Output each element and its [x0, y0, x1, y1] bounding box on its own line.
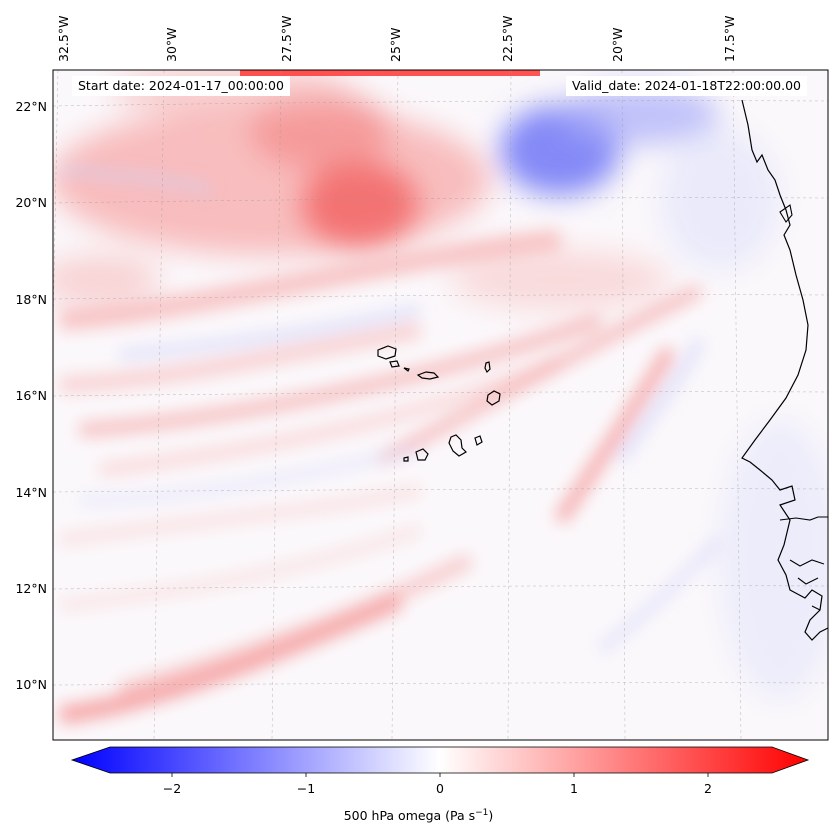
valid-date-label: Valid_date: 2024-01-18T22:00:00.00	[565, 76, 807, 96]
colorbar-tick-label: −2	[163, 781, 181, 796]
island-sal	[484, 361, 491, 374]
gridlines	[53, 70, 828, 740]
colorbar-label: 500 hPa omega (Pa s−1)	[0, 808, 837, 823]
map-frame	[52, 69, 829, 741]
start-date-label: Start date: 2024-01-17_00:00:00	[72, 76, 290, 96]
omega-field	[53, 70, 828, 700]
lat-tick-label: 12°N	[15, 581, 47, 596]
lat-tick-label: 14°N	[15, 485, 47, 500]
colorbar-label-exponent: −1	[475, 808, 489, 818]
lon-tick-label: 17.5°W	[722, 16, 737, 62]
lon-tick-label: 20°W	[610, 27, 625, 62]
island-santiago	[448, 434, 467, 457]
colorbar-tick-label: 1	[570, 781, 578, 796]
map-panel	[53, 70, 828, 740]
lat-tick-label: 16°N	[15, 388, 47, 403]
island-boa-vista	[486, 390, 501, 406]
lon-tick-label: 25°W	[388, 27, 403, 62]
lat-tick-label: 18°N	[15, 292, 47, 307]
lat-tick-label: 20°N	[15, 195, 47, 210]
colorbar-label-text: 500 hPa omega (Pa s	[343, 808, 476, 824]
lon-tick-labels: 32.5°W 30°W 27.5°W 25°W 22.5°W 20°W 17.5…	[56, 16, 737, 62]
island-maio	[474, 435, 483, 446]
lon-tick-label: 22.5°W	[500, 16, 515, 62]
island-santo-antao	[377, 345, 397, 360]
island-santa-luzia	[403, 367, 410, 372]
colorbar-label-suffix: )	[488, 808, 494, 824]
island-sao-vicente	[389, 360, 400, 368]
lat-tick-label: 10°N	[15, 677, 47, 692]
africa-coastline	[741, 99, 828, 641]
lon-tick-label: 27.5°W	[279, 16, 294, 62]
island-sao-nicolau	[416, 371, 440, 380]
colorbar-ticks	[171, 773, 709, 777]
colorbar: −2 −1 0 1 2	[70, 746, 810, 796]
lat-tick-label: 22°N	[15, 99, 47, 114]
colorbar-body	[70, 746, 810, 774]
colorbar-tick-label: −1	[297, 781, 315, 796]
island-fogo	[415, 448, 429, 461]
island-brava	[403, 456, 409, 462]
cape-verde-islands	[377, 345, 501, 462]
top-edge-band	[240, 70, 540, 76]
lon-tick-label: 32.5°W	[56, 16, 71, 62]
lat-tick-labels: 22°N 20°N 18°N 16°N 14°N 12°N 10°N	[15, 99, 47, 692]
africa-coast-detail	[779, 204, 828, 611]
lon-tick-label: 30°W	[164, 27, 179, 62]
colorbar-tick-label: 0	[436, 781, 444, 796]
colorbar-tick-label: 2	[704, 781, 712, 796]
